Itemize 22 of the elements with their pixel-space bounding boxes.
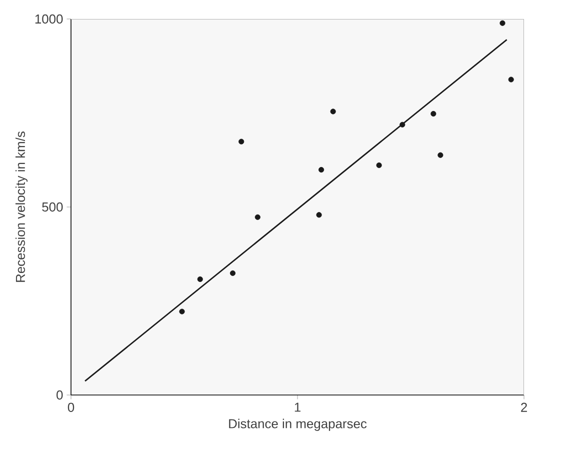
point	[316, 212, 322, 218]
x-tick-label: 2	[521, 402, 527, 412]
point	[508, 76, 514, 82]
point	[430, 110, 436, 117]
point	[318, 166, 324, 173]
x-tick-label: 1	[294, 402, 300, 412]
point	[330, 108, 336, 114]
point	[238, 138, 244, 144]
point	[500, 20, 506, 26]
y-tick-label: 1000	[35, 14, 63, 24]
x-tick-label: 0	[68, 402, 74, 412]
point	[254, 214, 260, 220]
y-tick-label: 500	[42, 202, 63, 212]
y-tick-label: 0	[56, 390, 63, 400]
y-axis-title: Recession velocity in km/s	[15, 132, 28, 282]
point	[400, 122, 406, 128]
point	[376, 162, 382, 168]
point	[197, 276, 203, 282]
point	[438, 152, 444, 158]
point	[230, 270, 236, 276]
point	[179, 308, 185, 314]
x-axis-title: Distance in megaparsec	[229, 418, 367, 431]
